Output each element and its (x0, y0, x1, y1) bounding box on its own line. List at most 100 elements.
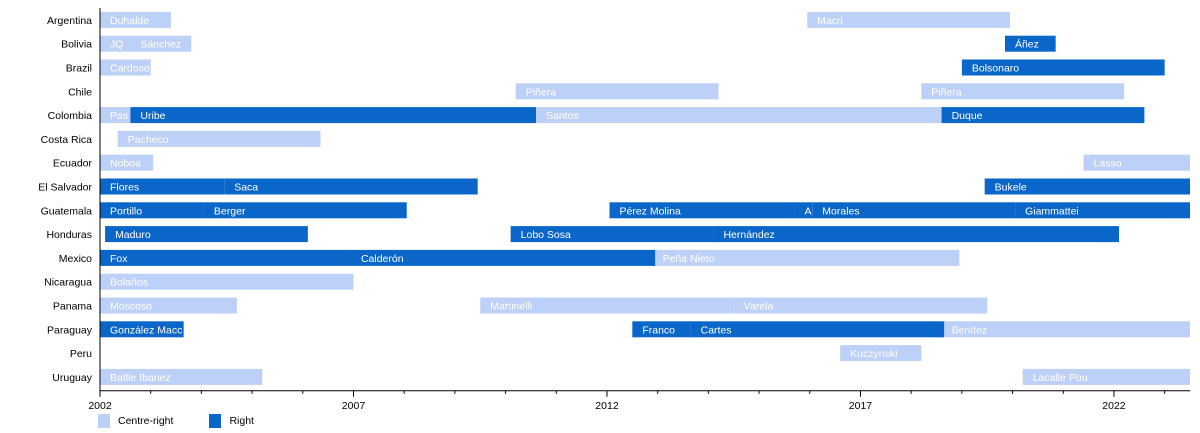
category-labels: Argentina Bolivia Brazil Chile Colombia Costa… (38, 15, 92, 384)
bar-honduras-lobo-sosa (510, 226, 714, 243)
bar-el-salvador-flores (100, 178, 225, 195)
bar-label-colombia-santos: Santos (546, 110, 579, 122)
bar-chile-pinera (515, 83, 719, 100)
legend: Centre-right Right (98, 414, 254, 428)
bar-label-honduras-maduro: Maduro (115, 229, 151, 241)
bar-paraguay-gonzalez-macc (100, 321, 184, 338)
bar-label-mexico-calderon: Calderón (361, 253, 404, 265)
x-tick-label-2007: 2007 (342, 400, 366, 410)
bar-label-mexico-fox: Fox (110, 253, 128, 265)
bar-label-bolivia-jq: JQ (110, 39, 123, 51)
bar-mexico-calderon (350, 249, 656, 266)
bar-paraguay-benitez (941, 321, 1190, 338)
bar-label-brazil-bolsonaro: Bolsonaro (972, 63, 1019, 75)
category-label-mexico: Mexico (59, 253, 92, 265)
bar-label-panama-moscoso: Moscoso (110, 301, 152, 313)
bar-colombia-santos (536, 107, 942, 124)
x-tick-label-2017: 2017 (849, 400, 873, 410)
legend-swatch-right (209, 414, 222, 428)
bar-label-argentina-duhalde: Duhalde (110, 15, 149, 27)
bar-uruguay-batlle-ibanez (100, 368, 263, 385)
category-label-brazil: Brazil (66, 63, 92, 75)
bar-bolivia-jq (100, 35, 131, 52)
bar-ecuador-lasso (1083, 154, 1190, 171)
bar-label-costa-rica-pacheco: Pacheco (128, 134, 169, 146)
bar-label-uruguay-lacalle-pou: Lacalle Pou (1033, 372, 1088, 384)
legend-item-right: Right (209, 414, 254, 428)
bar-colombia-pas (100, 107, 131, 124)
bar-label-uruguay-batlle-ibanez: Batlle Ibanez (110, 372, 171, 384)
bar-label-nicaragua-bolanos: Bolaños (110, 277, 148, 289)
bar-panama-varela (733, 297, 988, 314)
bar-guatemala-giammattei (1015, 202, 1190, 219)
bar-brazil-bolsonaro (961, 59, 1165, 76)
legend-item-centre-right: Centre-right (98, 414, 173, 428)
bar-bolivia-sanchez (130, 35, 192, 52)
x-tick-label-2002: 2002 (88, 400, 112, 410)
category-label-guatemala: Guatemala (41, 205, 93, 217)
bar-el-salvador-saca (224, 178, 478, 195)
category-label-el-salvador: El Salvador (38, 182, 92, 194)
legend-swatch-centre-right (98, 414, 110, 428)
bar-label-guatemala-perez-molina: Pérez Molina (620, 205, 681, 217)
x-axis: 2002 2007 2012 2017 2022 (88, 8, 1190, 410)
category-label-honduras: Honduras (46, 229, 92, 241)
bar-label-guatemala-giammattei: Giammattei (1025, 205, 1079, 217)
category-label-nicaragua: Nicaragua (44, 277, 92, 289)
bar-panama-moscoso (100, 297, 237, 314)
bar-argentina-macri (807, 11, 1011, 28)
bar-label-brazil-cardoso: Cardoso (110, 63, 150, 75)
bar-ecuador-noboa (100, 154, 154, 171)
bar-label-el-salvador-bukele: Bukele (995, 182, 1027, 194)
bar-label-colombia-pas: Pas (110, 110, 128, 122)
category-label-uruguay: Uruguay (52, 372, 92, 384)
category-label-costa-rica: Costa Rica (41, 134, 93, 146)
bar-label-el-salvador-flores: Flores (110, 182, 139, 194)
bar-costa-rica-pacheco (117, 130, 321, 147)
bar-honduras-hernandez (713, 226, 1120, 243)
bar-panama-martinelli (480, 297, 734, 314)
bar-label-paraguay-franco: Franco (642, 324, 675, 336)
bar-label-guatemala-portillo: Portillo (110, 205, 142, 217)
bar-label-paraguay-benitez: Benítez (952, 324, 988, 336)
category-label-peru: Peru (70, 348, 92, 360)
bar-mexico-fox (100, 249, 351, 266)
category-label-paraguay: Paraguay (47, 324, 93, 336)
category-label-ecuador: Ecuador (53, 158, 93, 170)
bars: Duhalde Macri JQ Sánchez Cardoso Piñera Piñera… (100, 11, 1190, 385)
bar-peru-kuczynski (840, 345, 922, 362)
bar-label-ecuador-lasso: Lasso (1094, 158, 1122, 170)
bar-guatemala-perez-molina (609, 202, 795, 219)
bar-label-honduras-lobo-sosa: Lobo Sosa (521, 229, 571, 241)
bar-label-bolivia-sanchez: Sánchez (140, 39, 181, 51)
bar-uruguay-lacalle-pou (1022, 368, 1190, 385)
category-label-colombia: Colombia (48, 110, 93, 122)
bar-mexico-pena-nieto (652, 249, 960, 266)
bar-label-el-salvador-saca: Saca (234, 182, 258, 194)
category-label-argentina: Argentina (47, 15, 92, 27)
category-label-panama: Panama (53, 301, 92, 313)
bar-chile-pinera (921, 83, 1125, 100)
bar-label-ecuador-noboa: Noboa (110, 158, 141, 170)
bar-label-bolivia-anez: Áñez (1015, 38, 1039, 51)
x-tick-label-2012: 2012 (595, 400, 619, 410)
bar-label-guatemala-morales: Morales (822, 205, 859, 217)
bar-colombia-duque (941, 107, 1145, 124)
legend-label-right: Right (229, 415, 254, 427)
bar-label-paraguay-gonzalez-macc: González Macc (110, 324, 182, 336)
bar-paraguay-franco (632, 321, 691, 338)
bar-label-paraguay-cartes: Cartes (701, 324, 732, 336)
bar-guatemala-am (794, 202, 813, 219)
legend-label-centre-right: Centre-right (118, 415, 174, 427)
timeline-chart: Argentina Bolivia Brazil Chile Colombia Costa… (38, 8, 1190, 410)
bar-label-colombia-uribe: Uribe (140, 110, 165, 122)
category-label-chile: Chile (68, 86, 92, 98)
bar-guatemala-morales (812, 202, 1016, 219)
bar-bolivia-anez (1004, 35, 1056, 52)
bar-label-chile-pinera: Piñera (931, 86, 962, 98)
bar-guatemala-portillo (100, 202, 204, 219)
x-tick-label-2022: 2022 (1102, 400, 1126, 410)
bar-label-argentina-macri: Macri (817, 15, 843, 27)
bar-honduras-maduro (105, 226, 308, 243)
bar-guatemala-berger (203, 202, 407, 219)
